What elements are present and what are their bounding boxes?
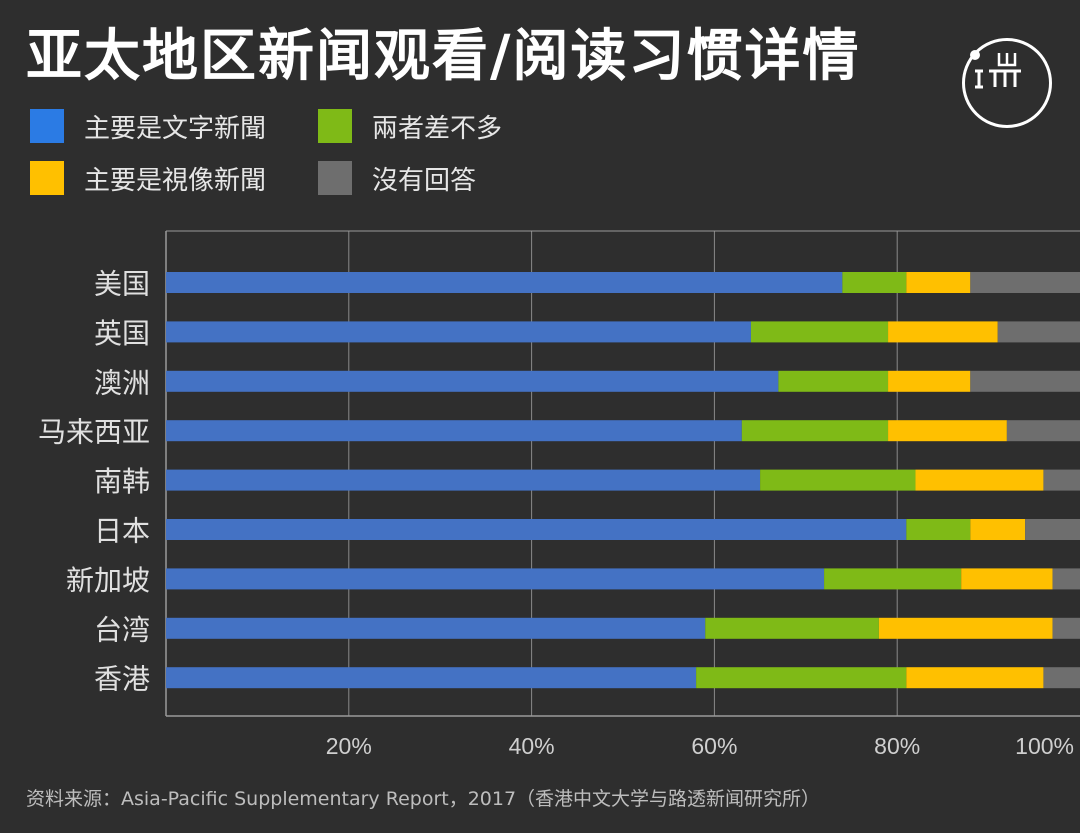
bar-segment (906, 272, 971, 293)
x-tick-label: 100% (1015, 733, 1074, 759)
source-note: 资料来源：Asia-Pacific Supplementary Report，2… (26, 788, 821, 810)
bar-segment (970, 370, 1080, 392)
bar-segment (1025, 519, 1080, 540)
bar-segment (906, 667, 1044, 689)
bar-segment (166, 272, 843, 293)
category-label: 澳洲 (94, 366, 150, 399)
legend-item-both: 兩者差不多 (318, 108, 502, 144)
bar-segment (961, 568, 1053, 590)
bar-segment (705, 617, 879, 639)
legend-label-both: 兩者差不多 (372, 113, 503, 144)
legend-swatch-no-answer (318, 161, 352, 195)
bar-segment (166, 568, 825, 590)
legend-label-text-news: 主要是文字新聞 (84, 113, 267, 144)
category-label: 英国 (94, 317, 150, 350)
bar-segment (1006, 420, 1080, 442)
bar-segment (997, 321, 1080, 343)
bar-segment (166, 617, 706, 639)
bar-segment (915, 469, 1044, 491)
bar-segment (166, 420, 742, 442)
x-tick-label: 20% (326, 733, 372, 759)
category-label: 南韩 (94, 465, 150, 498)
page-title: 亚太地区新闻观看/阅读习惯详情 (26, 24, 861, 89)
legend-swatch-video-news (30, 161, 64, 195)
category-label: 马来西亚 (38, 416, 150, 449)
initium-logo-icon (962, 38, 1052, 128)
category-label: 台湾 (94, 613, 150, 646)
bar-segment (970, 519, 1026, 540)
bar-segment (888, 321, 998, 343)
x-tick-label: 80% (874, 733, 920, 759)
bar-segment (166, 370, 779, 392)
bar-segment (878, 617, 1053, 639)
bar-segment (760, 469, 916, 491)
legend-swatch-both (318, 109, 352, 143)
legend-label-no-answer: 沒有回答 (372, 165, 477, 196)
legend-swatch-text-news (30, 109, 64, 143)
bar-segment (750, 321, 889, 343)
bar-segment (696, 667, 907, 689)
bar-segment (1043, 469, 1080, 491)
legend-label-video-news: 主要是視像新聞 (84, 165, 267, 196)
bar-segment (906, 519, 971, 540)
bar-segment (888, 420, 1007, 442)
x-tick-label: 40% (509, 733, 555, 759)
category-label: 日本 (94, 515, 150, 548)
legend-item-no-answer: 沒有回答 (318, 160, 476, 196)
bar-segment (1052, 617, 1080, 639)
bar-segment (842, 272, 907, 293)
bar-segment (1052, 568, 1080, 590)
legend-item-text-news: 主要是文字新聞 (30, 108, 266, 144)
bar-segment (741, 420, 889, 442)
bar-segment (166, 321, 751, 343)
bar-segment (166, 667, 697, 689)
category-label: 美国 (94, 268, 150, 301)
bar-segment (970, 272, 1080, 293)
legend-item-video-news: 主要是視像新聞 (30, 160, 266, 196)
category-label: 香港 (94, 663, 150, 696)
bar-segment (824, 568, 962, 590)
bar-segment (778, 370, 889, 392)
bar-segment (888, 370, 971, 392)
bar-segment (166, 519, 907, 540)
bar-segment (166, 469, 761, 491)
x-tick-label: 60% (691, 733, 737, 759)
category-label: 新加坡 (66, 564, 150, 597)
bar-segment (1043, 667, 1080, 689)
